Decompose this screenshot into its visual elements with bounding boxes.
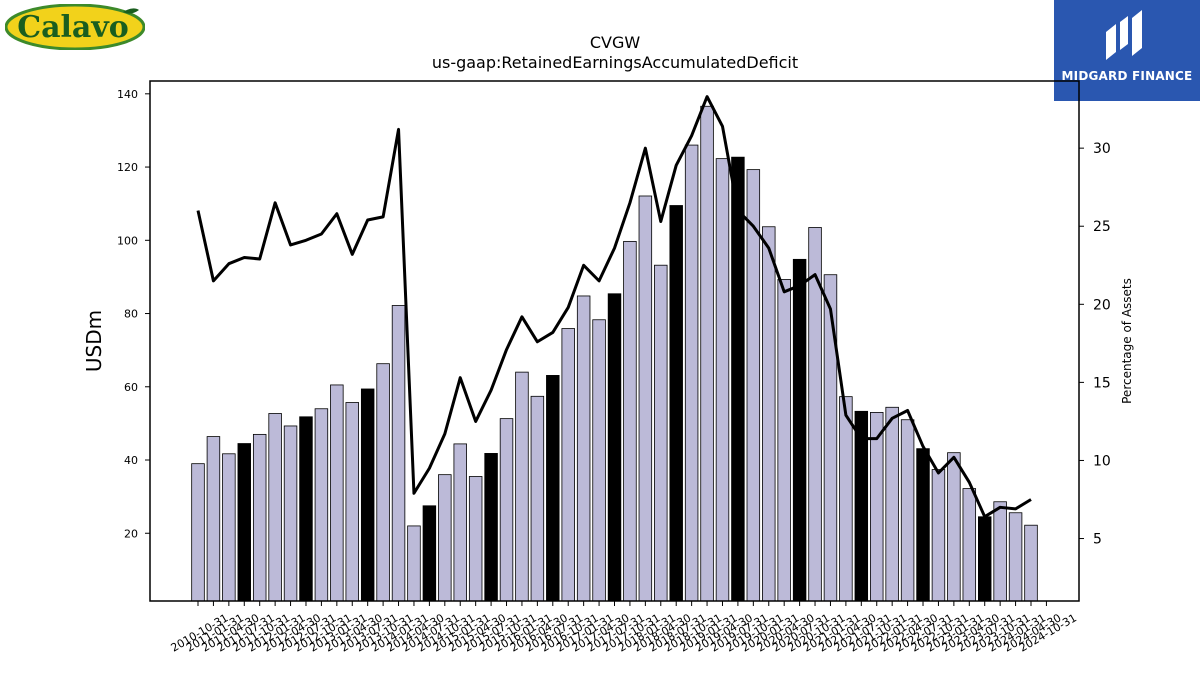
bar xyxy=(731,156,745,602)
bar xyxy=(1008,512,1023,602)
bar xyxy=(422,505,437,602)
bar xyxy=(777,279,791,602)
bar xyxy=(237,443,251,602)
bar xyxy=(453,443,467,602)
calavo-logo: Calavo xyxy=(4,3,146,51)
y-axis-label: USDm xyxy=(82,310,106,372)
x-axis-ticks: 2010-10-312011-01-312011-04-302011-07-31… xyxy=(169,601,1079,655)
bar xyxy=(299,416,313,602)
bar xyxy=(206,436,221,602)
bar xyxy=(407,525,421,602)
y-tick-label: 100 xyxy=(117,234,138,247)
bar xyxy=(870,412,884,602)
bar xyxy=(715,158,730,602)
bar xyxy=(947,452,961,602)
y-tick-label: 40 xyxy=(124,454,138,467)
bar xyxy=(1024,524,1038,602)
y-axis-ticks: 20 40 60 80 100 120 140 xyxy=(117,88,150,540)
y-tick-label: 20 xyxy=(124,527,138,540)
chart-subtitle: us-gaap:RetainedEarningsAccumulatedDefic… xyxy=(432,53,798,72)
bar-group xyxy=(191,105,1038,602)
bar xyxy=(654,264,668,602)
bar xyxy=(762,226,776,602)
y-tick-label: 140 xyxy=(117,88,138,101)
bar xyxy=(607,293,622,602)
bar xyxy=(438,474,452,602)
bar xyxy=(916,448,930,602)
bar xyxy=(839,396,853,602)
y2-tick-label: 5 xyxy=(1093,532,1102,548)
midgard-finance-label: MIDGARD FINANCE xyxy=(1061,69,1193,83)
y-tick-label: 60 xyxy=(124,381,138,394)
y-tick-label: 80 xyxy=(124,308,138,321)
bar xyxy=(546,375,560,602)
bar xyxy=(592,319,606,602)
bar xyxy=(684,144,699,602)
bar xyxy=(623,240,637,602)
chart-title: CVGW xyxy=(590,33,641,52)
bar xyxy=(576,295,591,602)
bar xyxy=(191,463,205,602)
y2-tick-label: 20 xyxy=(1093,297,1111,313)
y2-tick-label: 25 xyxy=(1093,219,1111,235)
bar xyxy=(345,402,359,602)
bar xyxy=(391,305,406,602)
plot-frame xyxy=(149,80,1080,602)
y2-tick-label: 30 xyxy=(1093,141,1111,157)
bar xyxy=(561,328,575,602)
midgard-finance-logo: MIDGARD FINANCE xyxy=(1054,0,1200,101)
bar xyxy=(252,433,267,602)
y2-axis-label: Percentage of Assets xyxy=(1120,278,1134,404)
bar xyxy=(638,195,653,602)
bar xyxy=(792,258,807,602)
y-tick-label: 120 xyxy=(117,161,138,174)
bar xyxy=(962,488,977,602)
bar xyxy=(499,418,514,602)
bar xyxy=(468,476,483,602)
bar xyxy=(268,413,282,602)
y2-tick-label: 15 xyxy=(1093,375,1111,391)
y2-axis-ticks: 5 10 15 20 25 30 xyxy=(1079,141,1111,548)
bar xyxy=(222,453,236,602)
percentage-line xyxy=(196,95,1032,519)
calavo-logo-text: Calavo xyxy=(17,10,129,45)
bar xyxy=(823,274,838,602)
bar xyxy=(376,363,390,602)
bar xyxy=(314,408,329,602)
bar xyxy=(330,384,344,602)
bar xyxy=(283,425,298,602)
bar xyxy=(700,105,714,602)
bar xyxy=(515,371,529,602)
y2-tick-label: 10 xyxy=(1093,453,1111,469)
bar xyxy=(360,388,375,602)
bar xyxy=(530,395,545,602)
bar xyxy=(931,469,946,602)
bar xyxy=(484,453,498,602)
bar xyxy=(978,516,992,602)
bar xyxy=(993,501,1007,602)
bar xyxy=(669,205,683,602)
bar xyxy=(900,419,915,602)
bar xyxy=(885,406,899,602)
